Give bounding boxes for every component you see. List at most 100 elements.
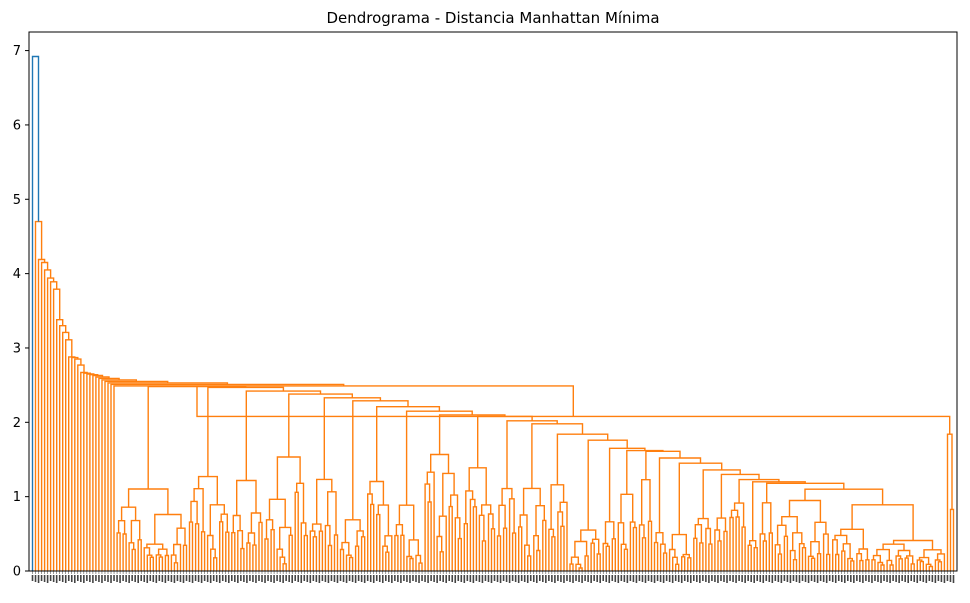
- dendrogram-link: [236, 479, 257, 516]
- dendrogram-link: [527, 555, 532, 571]
- leaf-label-mark: [40, 575, 43, 581]
- dendrogram-link: [647, 520, 653, 571]
- dendrogram-link: [395, 524, 404, 536]
- leaf-label-mark: [810, 575, 813, 581]
- leaf-label-mark: [336, 575, 339, 583]
- leaf-label-mark: [116, 575, 118, 582]
- leaf-label-mark: [677, 575, 680, 582]
- leaf-label-mark: [215, 575, 218, 582]
- leaf-label-mark: [70, 575, 73, 582]
- dendrogram-link: [481, 540, 487, 571]
- leaf-label-mark: [300, 575, 303, 583]
- leaf-label-mark: [67, 575, 70, 581]
- dendrogram-link: [569, 563, 574, 571]
- dendrogram-link: [376, 513, 381, 571]
- dendrogram-link: [252, 544, 257, 571]
- dendrogram-link: [841, 550, 846, 571]
- leaf-label-mark: [209, 575, 212, 583]
- dendrogram-link: [303, 534, 308, 571]
- dendrogram-link: [792, 559, 798, 571]
- dendrogram-link: [354, 545, 360, 571]
- dendrogram-link: [348, 556, 354, 571]
- dendrogram-link: [729, 516, 734, 571]
- dendrogram-link: [182, 544, 188, 571]
- dendrogram-link: [877, 561, 884, 571]
- leaf-labels: [31, 571, 955, 583]
- leaf-label-mark: [638, 575, 641, 581]
- y-tick-label: 5: [13, 193, 21, 208]
- leaf-label-mark: [804, 575, 807, 582]
- plot-frame: [28, 31, 958, 572]
- dendrogram-link: [370, 503, 375, 571]
- leaf-label-mark: [354, 575, 357, 583]
- leaf-label-mark: [919, 575, 922, 581]
- dendrogram-link: [200, 531, 206, 571]
- leaf-label-mark: [783, 575, 786, 581]
- leaf-label-mark: [246, 575, 248, 583]
- dendrogram-link: [324, 524, 331, 571]
- dendrogram-link: [176, 527, 186, 546]
- leaf-label-mark: [922, 575, 925, 582]
- leaf-label-mark: [391, 575, 393, 583]
- dendrogram-link: [895, 555, 902, 571]
- leaf-label-mark: [131, 575, 133, 581]
- leaf-label-mark: [901, 575, 903, 581]
- dendrogram-link: [810, 557, 816, 571]
- leaf-label-mark: [913, 575, 916, 582]
- leaf-label-mark: [321, 575, 324, 581]
- leaf-label-mark: [937, 575, 940, 581]
- dendrogram-link: [662, 552, 668, 571]
- dendrogram-link: [801, 547, 807, 571]
- leaf-label-mark: [877, 575, 879, 582]
- leaf-label-mark: [98, 575, 100, 582]
- leaf-label-mark: [659, 575, 662, 582]
- dendrogram-link: [816, 553, 822, 571]
- y-tick-label: 3: [13, 341, 21, 356]
- leaf-label-mark: [406, 575, 408, 582]
- dendrogram-link: [438, 414, 506, 455]
- leaf-label-mark: [231, 575, 233, 581]
- leaf-label-mark: [200, 575, 203, 583]
- leaf-label-mark: [294, 575, 297, 581]
- dendrogram-link: [487, 513, 494, 571]
- leaf-label-mark: [862, 575, 864, 583]
- dendrogram-link: [231, 532, 236, 571]
- leaf-label-mark: [650, 575, 653, 582]
- dendrogram-link: [268, 498, 286, 528]
- leaf-label-mark: [889, 575, 891, 583]
- dendrogram-link: [865, 559, 870, 571]
- leaf-label-mark: [542, 575, 544, 582]
- leaf-label-mark: [315, 575, 318, 582]
- leaf-label-mark: [714, 575, 716, 582]
- leaf-label-mark: [472, 575, 475, 583]
- dendrogram-link: [575, 563, 582, 571]
- leaf-label-mark: [61, 575, 64, 582]
- leaf-label-mark: [792, 575, 795, 581]
- leaf-label-mark: [363, 575, 366, 583]
- dendrogram-link: [851, 504, 914, 541]
- dendrogram-link: [910, 563, 915, 571]
- y-tick-label: 0: [13, 565, 21, 580]
- leaf-label-mark: [641, 575, 644, 582]
- leaf-label-mark: [723, 575, 725, 582]
- dendrogram-link: [300, 522, 307, 571]
- leaf-label-mark: [653, 575, 656, 583]
- leaf-label-mark: [514, 575, 517, 582]
- leaf-label-mark: [55, 575, 58, 583]
- leaf-label-mark: [451, 575, 454, 582]
- leaf-label-mark: [744, 575, 746, 583]
- leaf-label-mark: [161, 575, 164, 582]
- leaf-label-mark: [750, 575, 752, 582]
- dendrogram-link: [789, 549, 796, 571]
- dendrogram-link: [418, 562, 423, 571]
- leaf-label-mark: [665, 575, 668, 581]
- dendrogram-link: [708, 543, 713, 571]
- leaf-label-mark: [572, 575, 574, 583]
- leaf-label-mark: [765, 575, 768, 581]
- leaf-label-mark: [170, 575, 173, 582]
- leaf-label-mark: [705, 575, 707, 582]
- leaf-label-mark: [348, 575, 351, 581]
- leaf-label-mark: [623, 575, 626, 582]
- dendrogram-link: [469, 498, 476, 571]
